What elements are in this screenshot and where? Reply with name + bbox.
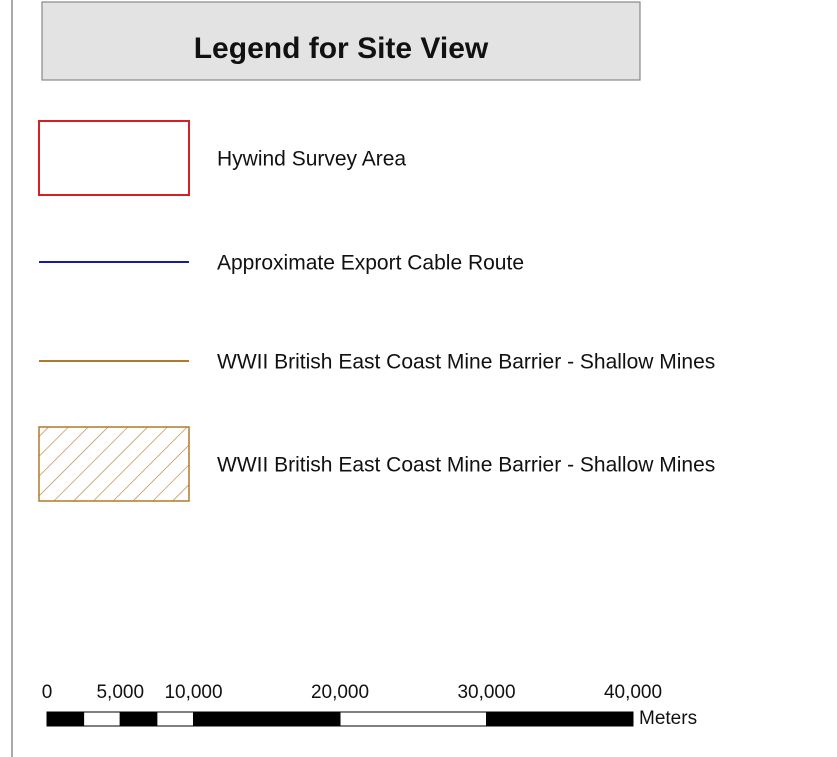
scale-segment [339, 711, 487, 727]
scale-label: 0 [42, 682, 53, 703]
scale-bar: 0 5,000 10,000 20,000 30,000 40,000 Meters [42, 682, 697, 729]
title-box [41, 1, 641, 81]
scale-unit: Meters [639, 708, 697, 729]
legend-label: Approximate Export Cable Route [217, 252, 524, 275]
scale-segment [156, 711, 194, 727]
scale-segment [486, 711, 634, 727]
scale-segment [193, 711, 341, 727]
scale-label: 20,000 [311, 682, 369, 703]
scale-label: 30,000 [457, 682, 515, 703]
legend-title: Legend for Site View [194, 32, 489, 65]
legend-label: WWII British East Coast Mine Barrier - S… [217, 351, 715, 374]
scale-label: 40,000 [604, 682, 662, 703]
scale-segment [83, 711, 121, 727]
scale-segment [119, 711, 158, 727]
scale-label: 10,000 [164, 682, 222, 703]
scale-label: 5,000 [96, 682, 144, 703]
legend-label: WWII British East Coast Mine Barrier - S… [217, 454, 715, 477]
symbol-hatch [38, 426, 190, 502]
legend-items: Hywind Survey Area Approximate Export Cab… [38, 120, 715, 502]
symbol-outline [38, 120, 190, 196]
legend-label: Hywind Survey Area [217, 148, 406, 171]
scale-segment [46, 711, 85, 727]
